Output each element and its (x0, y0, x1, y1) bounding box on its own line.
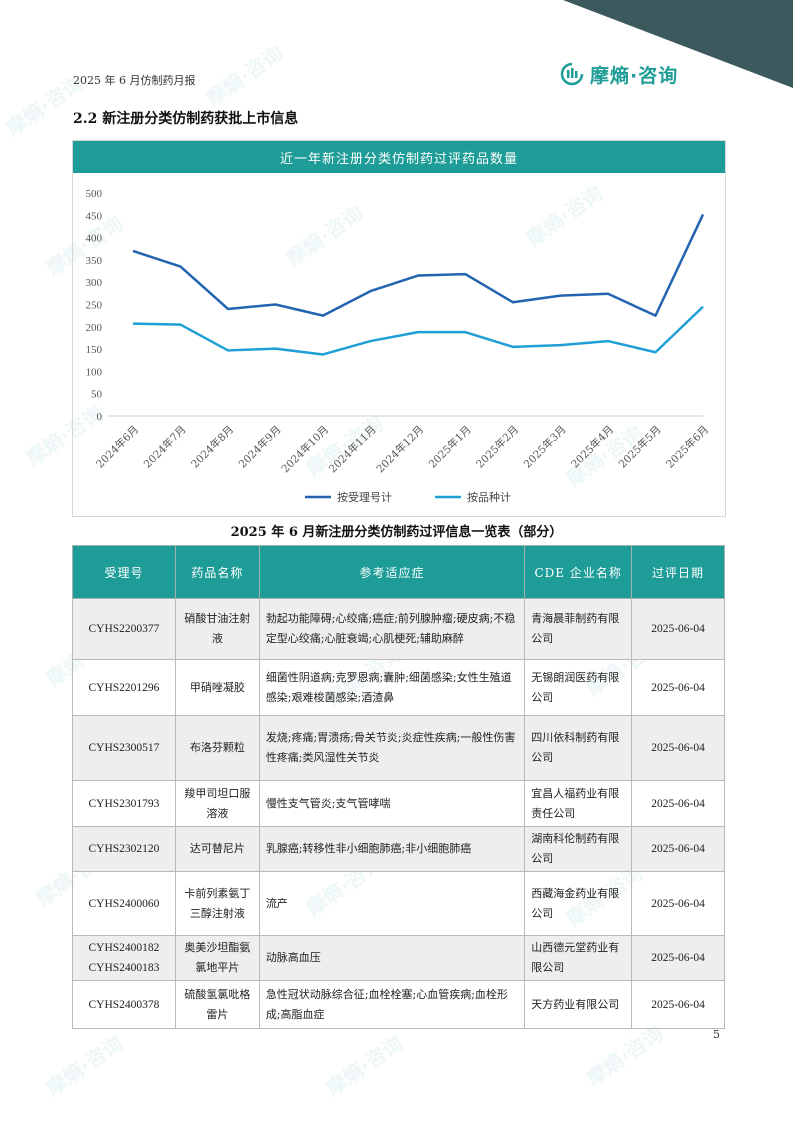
chart-title: 近一年新注册分类仿制药过评药品数量 (73, 141, 725, 173)
column-header-company: CDE 企业名称 (524, 545, 633, 599)
cell-company: 湖南科伦制药有限公司 (524, 826, 633, 872)
y-tick-label: 350 (86, 255, 103, 267)
y-tick-label: 200 (86, 322, 103, 334)
chart-container: 近一年新注册分类仿制药过评药品数量 0 50 100 150 200 250 300 350 4… (72, 140, 726, 517)
x-tick-label: 2025年4月 (568, 423, 616, 471)
cell-date: 2025-06-04 (631, 871, 725, 936)
table-row: CYHS2200377 硝酸甘油注射液 勃起功能障碍;心绞痛;癌症;前列腺肿瘤;… (72, 598, 725, 660)
column-header-id: 受理号 (72, 545, 176, 599)
y-tick-label: 300 (86, 277, 103, 289)
table-row: CYHS2400378 硫酸氢氯吡格雷片 急性冠状动脉综合征;血栓栓塞;心血管疾… (72, 980, 725, 1029)
column-header-name: 药品名称 (174, 545, 260, 599)
cell-id: CYHS2400060 (72, 871, 176, 936)
cell-id-line: CYHS2400182 (88, 942, 160, 954)
cell-indication: 勃起功能障碍;心绞痛;癌症;前列腺肿瘤;硬皮病;不稳定型心绞痛;心脏衰竭;心肌梗… (258, 598, 526, 660)
cell-name: 羧甲司坦口服溶液 (174, 780, 260, 827)
cell-id: CYHS2300517 (72, 715, 176, 781)
cell-name: 布洛芬颗粒 (174, 715, 260, 781)
table-title: 2025 年 6 月新注册分类仿制药过评信息一览表（部分） (230, 525, 563, 540)
logo-text: 摩熵·咨询 (590, 64, 679, 87)
cell-id-line: CYHS2400183 (88, 962, 160, 974)
cell-indication: 急性冠状动脉综合征;血栓栓塞;心血管疾病;血栓形成;高脂血症 (258, 980, 526, 1029)
watermark-logo: 摩熵·咨询 (201, 40, 288, 111)
cell-indication: 动脉高血压 (258, 935, 526, 981)
cell-company: 宜昌人福药业有限责任公司 (524, 780, 633, 827)
x-tick-label: 2025年3月 (521, 423, 569, 471)
report-title: 2025 年 6 月仿制药月报 (73, 74, 196, 87)
cell-name: 卡前列素氨丁三醇注射液 (174, 871, 260, 936)
x-tick-label: 2024年8月 (188, 423, 236, 471)
table-row: CYHS2300517 布洛芬颗粒 发烧;疼痛;胃溃疡;骨关节炎;炎症性疾病;一… (72, 715, 725, 781)
table-row: CYHS2301793 羧甲司坦口服溶液 慢性支气管炎;支气管哮喘 宜昌人福药业… (72, 780, 725, 827)
table-header-row: 受理号 药品名称 参考适应症 CDE 企业名称 过评日期 (72, 545, 725, 599)
series-line-1 (132, 213, 705, 317)
cell-id: CYHS2400378 (72, 980, 176, 1029)
x-tick-label: 2024年7月 (141, 423, 189, 471)
cell-name: 达可替尼片 (174, 826, 260, 872)
x-tick-label: 2024年11月 (326, 423, 378, 475)
y-tick-label: 250 (86, 300, 103, 312)
cell-date: 2025-06-04 (631, 780, 725, 827)
cell-date: 2025-06-04 (631, 980, 725, 1029)
legend-label: 按品种计 (467, 490, 511, 504)
x-tick-label: 2025年6月 (663, 423, 711, 471)
cell-id: CYHS2201296 (72, 659, 176, 716)
section-title: 2.2 新注册分类仿制药获批上市信息 (73, 111, 299, 127)
x-tick-label: 2024年12月 (374, 423, 426, 475)
cell-name: 硫酸氢氯吡格雷片 (174, 980, 260, 1029)
y-tick-label: 50 (91, 389, 103, 401)
cell-indication: 流产 (258, 871, 526, 936)
cell-indication: 慢性支气管炎;支气管哮喘 (258, 780, 526, 827)
y-tick-label: 450 (86, 210, 103, 222)
y-tick-label: 0 (97, 411, 103, 423)
x-tick-label: 2024年6月 (93, 423, 141, 471)
table-row: CYHS2302120 达可替尼片 乳腺癌;转移性非小细胞肺癌;非小细胞肺癌 湖… (72, 826, 725, 872)
x-tick-label: 2025年2月 (473, 423, 521, 471)
cell-company: 西藏海金药业有限公司 (524, 871, 633, 936)
x-tick-label: 2025年1月 (426, 423, 474, 471)
watermark-logo: 摩熵·咨询 (41, 1030, 128, 1101)
cell-indication: 发烧;疼痛;胃溃疡;骨关节炎;炎症性疾病;一般性伤害性疼痛;类风湿性关节炎 (258, 715, 526, 781)
cell-company: 无锡朗润医药有限公司 (524, 659, 633, 716)
brand-logo: 摩熵·咨询 (560, 60, 710, 88)
cell-id: CYHS2200377 (72, 598, 176, 660)
y-tick-label: 150 (86, 344, 103, 356)
cell-date: 2025-06-04 (631, 659, 725, 716)
cell-name: 甲硝唑凝胶 (174, 659, 260, 716)
cell-id: CYHS2400182 CYHS2400183 (72, 935, 176, 981)
cell-name: 硝酸甘油注射液 (174, 598, 260, 660)
x-tick-label: 2024年10月 (279, 423, 331, 475)
cell-company: 青海晨菲制药有限公司 (524, 598, 633, 660)
cell-indication: 细菌性阴道病;克罗恩病;囊肿;细菌感染;女性生殖道感染;艰难梭菌感染;酒渣鼻 (258, 659, 526, 716)
series-line-2 (132, 305, 704, 356)
table-row: CYHS2400182 CYHS2400183 奥美沙坦酯氨氯地平片 动脉高血压… (72, 935, 725, 981)
y-tick-label: 100 (86, 366, 103, 378)
x-tick-label: 2025年5月 (616, 423, 664, 471)
corner-decoration (563, 0, 793, 88)
cell-name: 奥美沙坦酯氨氯地平片 (174, 935, 260, 981)
cell-date: 2025-06-04 (631, 826, 725, 872)
cell-company: 天方药业有限公司 (524, 980, 633, 1029)
column-header-indication: 参考适应症 (258, 545, 526, 599)
generic-drug-table: 受理号 药品名称 参考适应症 CDE 企业名称 过评日期 CYHS2200377… (72, 545, 725, 1029)
cell-company: 四川依科制药有限公司 (524, 715, 633, 781)
cell-indication: 乳腺癌;转移性非小细胞肺癌;非小细胞肺癌 (258, 826, 526, 872)
y-tick-label: 400 (86, 233, 103, 245)
table-row: CYHS2201296 甲硝唑凝胶 细菌性阴道病;克罗恩病;囊肿;细菌感染;女性… (72, 659, 725, 716)
column-header-date: 过评日期 (631, 545, 725, 599)
y-tick-label: 500 (86, 188, 103, 200)
cell-date: 2025-06-04 (631, 715, 725, 781)
watermark-logo: 摩熵·咨询 (321, 1030, 408, 1101)
cell-date: 2025-06-04 (631, 935, 725, 981)
cell-id: CYHS2302120 (72, 826, 176, 872)
cell-date: 2025-06-04 (631, 598, 725, 660)
page-number: 5 (713, 1028, 720, 1041)
table-row: CYHS2400060 卡前列素氨丁三醇注射液 流产 西藏海金药业有限公司 20… (72, 871, 725, 936)
x-tick-label: 2024年9月 (236, 423, 284, 471)
cell-id: CYHS2301793 (72, 780, 176, 827)
legend-label: 按受理号计 (337, 490, 392, 504)
logo-icon (560, 62, 584, 86)
cell-company: 山西德元堂药业有限公司 (524, 935, 633, 981)
